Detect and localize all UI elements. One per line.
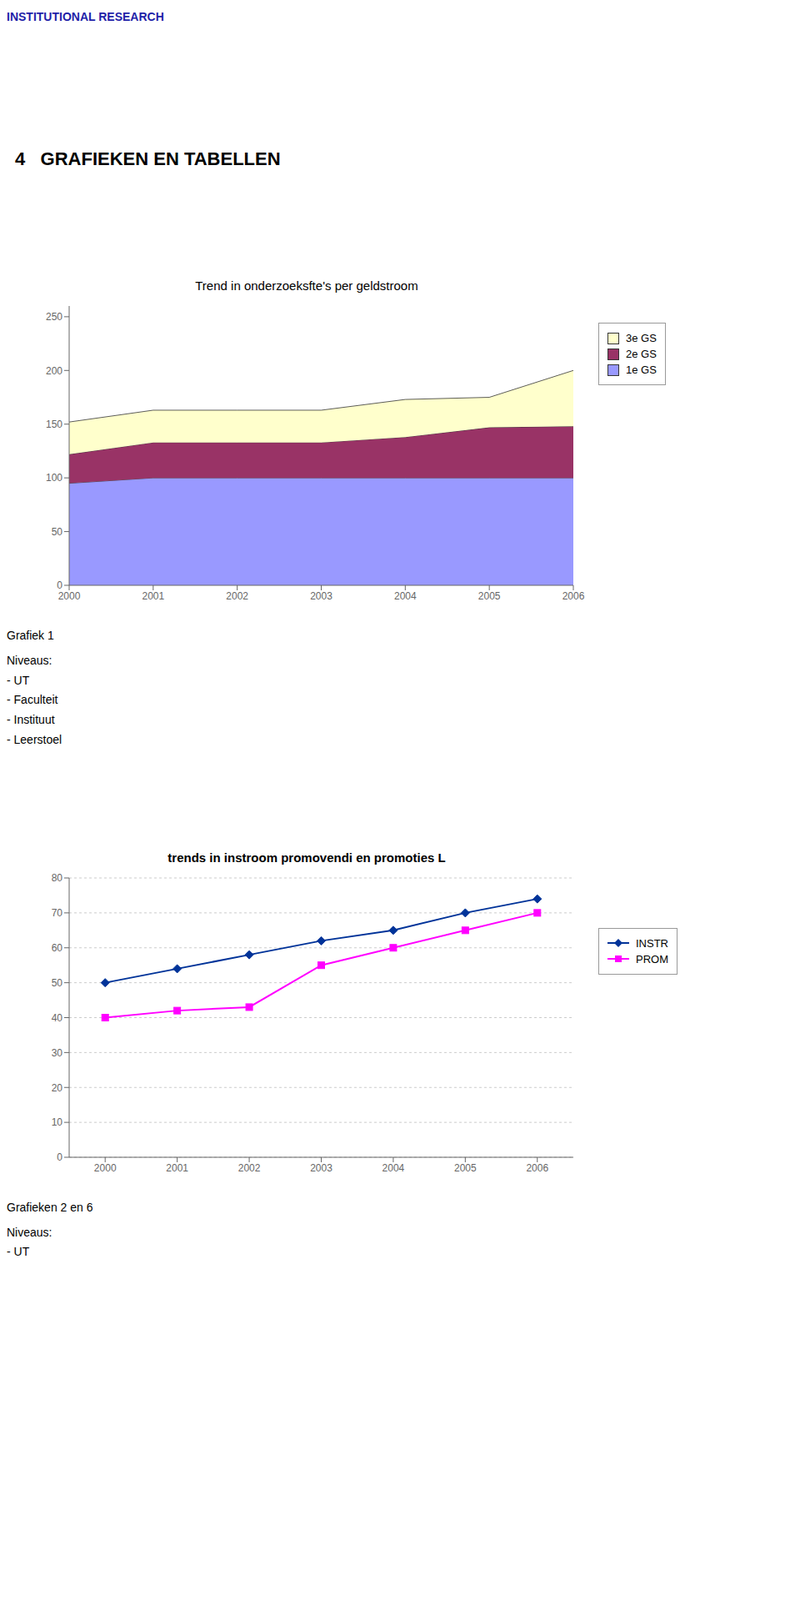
svg-text:2001: 2001 — [165, 1160, 189, 1173]
html-text:PROM: PROM — [635, 952, 669, 965]
svg-text:50: 50 — [51, 525, 64, 538]
svg-text:2001: 2001 — [141, 590, 165, 602]
svg-text:0: 0 — [56, 579, 63, 591]
svg-text:40: 40 — [51, 1011, 64, 1024]
svg-text:2002: 2002 — [238, 1160, 261, 1173]
svg-text:2000: 2000 — [94, 1160, 117, 1173]
svg-text:2006: 2006 — [525, 1160, 549, 1173]
html-text:2e GS: 2e GS — [625, 347, 657, 360]
svg-text:200: 200 — [45, 365, 63, 377]
html-text:trends in instroom promovendi: trends in instroom promovendi en promoti… — [167, 849, 446, 864]
svg-text:150: 150 — [45, 418, 63, 430]
svg-text:2000: 2000 — [58, 590, 81, 602]
svg-text:100: 100 — [45, 471, 63, 484]
html-text:Trend in onderzoeksfte's per g: Trend in onderzoeksfte's per geldstroom — [195, 278, 419, 293]
svg-text:60: 60 — [51, 941, 64, 954]
svg-text:2004: 2004 — [394, 590, 417, 602]
html-text:INSTR: INSTR — [635, 936, 669, 949]
svg-text:2006: 2006 — [562, 590, 585, 602]
svg-text:2003: 2003 — [310, 590, 333, 602]
html-text:INSTITUTIONAL RESEARCH: INSTITUTIONAL RESEARCH — [6, 10, 164, 24]
svg-text:30: 30 — [51, 1045, 64, 1058]
html-text:Grafieken 2 en 6: Grafieken 2 en 6 — [6, 1199, 93, 1214]
html-text:Grafiek 1: Grafiek 1 — [6, 628, 54, 642]
html-text:1e GS: 1e GS — [625, 363, 657, 376]
svg-text:2005: 2005 — [478, 590, 501, 602]
html-text:Niveaus: - UT - Faculteit - In: Niveaus: - UT - Faculteit - Instituut - … — [6, 653, 62, 746]
svg-text:10: 10 — [51, 1115, 64, 1128]
svg-text:2004: 2004 — [382, 1160, 405, 1173]
svg-text:2005: 2005 — [454, 1160, 477, 1173]
svg-text:2003: 2003 — [310, 1160, 333, 1173]
svg-text:80: 80 — [51, 871, 64, 884]
svg-text:20: 20 — [51, 1080, 64, 1093]
svg-text:0: 0 — [56, 1150, 63, 1163]
svg-text:70: 70 — [51, 906, 64, 919]
html-text:3e GS: 3e GS — [625, 331, 657, 345]
svg-text:250: 250 — [45, 310, 63, 323]
svg-text:2002: 2002 — [225, 590, 249, 602]
html-text:Niveaus: - UT: Niveaus: - UT — [6, 1224, 53, 1258]
svg-text:50: 50 — [51, 976, 64, 989]
html-text:4 GRAFIEKEN EN TABELLEN: 4 GRAFIEKEN EN TABELLEN — [15, 148, 281, 170]
